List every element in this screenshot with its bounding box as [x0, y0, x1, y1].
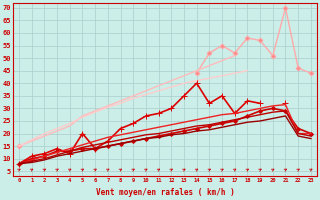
X-axis label: Vent moyen/en rafales ( km/h ): Vent moyen/en rafales ( km/h ) [96, 188, 234, 197]
